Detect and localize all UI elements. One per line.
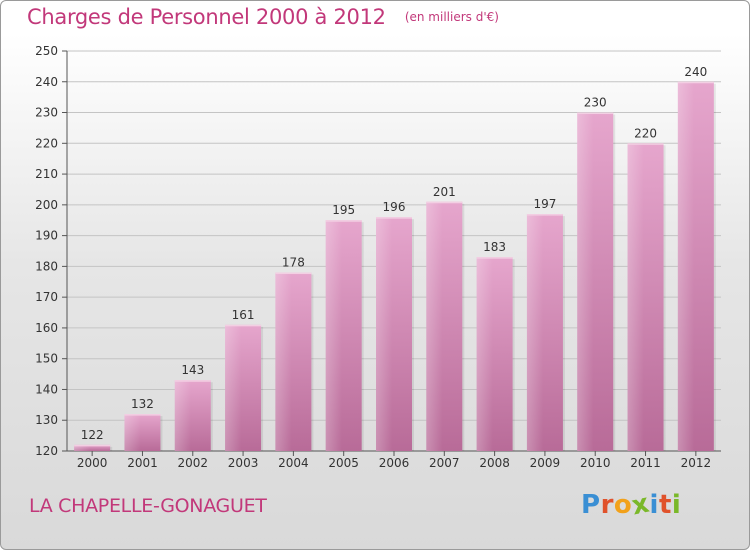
bar-top-edge-2008 [476,257,513,259]
x-tick-label-2002: 2002 [177,456,208,470]
data-label-2009: 197 [533,197,556,211]
data-label-2004: 178 [282,256,305,270]
y-tick-label: 220 [35,136,58,150]
y-tick-label: 140 [35,382,58,396]
bar-highlight-2007 [426,201,443,451]
bar-top-edge-2004 [275,272,312,275]
y-tick-label: 120 [35,444,58,458]
x-tick-label-2010: 2010 [580,456,611,470]
data-label-2007: 201 [433,185,456,199]
bar-top-edge-2010 [577,112,614,115]
bar-top-edge-2000 [74,444,111,447]
title-row: Charges de Personnel 2000 à 2012 (en mil… [27,5,499,29]
labels: 120 130 140 150 160 170 180 190 200 210 220 230 240 2… [35,44,711,470]
data-label-2005: 195 [332,203,355,217]
x-tick-label-2000: 2000 [77,456,108,470]
data-label-2000: 122 [81,428,104,442]
data-label-2008: 183 [483,240,506,254]
bar-top-edge-2006 [376,217,412,219]
bar-highlight-2011 [627,143,644,452]
bar-highlight-2009 [526,214,544,451]
data-label-2012: 240 [684,65,707,79]
bar-top-edge-2011 [627,143,664,145]
x-tick-label-2004: 2004 [278,456,309,470]
bar-top-edge-2002 [174,380,211,382]
bar-highlight-2002 [174,380,191,451]
data-label-2001: 132 [131,397,154,411]
logo-letter: r [600,490,614,520]
bar-highlight-2006 [376,217,393,451]
y-tick-label: 240 [35,75,58,89]
bar-top-edge-2007 [426,201,463,204]
bar-top-edge-2012 [677,81,714,84]
data-label-2006: 196 [383,200,406,214]
bar-top-edge-2003 [225,324,262,327]
y-tick-label: 150 [35,352,58,366]
x-tick-label-2005: 2005 [328,456,359,470]
x-tick-label-2001: 2001 [127,456,158,470]
y-tick-label: 170 [35,290,58,304]
logo-letter: o [613,490,633,520]
bar-highlight-2000 [74,444,91,451]
bar-top-edge-2001 [124,414,161,416]
bars [74,81,716,452]
logo-letter: i [649,490,659,520]
x-tick-label-2009: 2009 [530,456,561,470]
logo-letter: t [658,490,672,520]
data-label-2003: 161 [232,308,255,322]
bar-highlight-2010 [577,112,594,452]
data-label-2011: 220 [634,126,657,140]
logo-letter: P [581,490,601,520]
x-tick-label-2008: 2008 [479,456,510,470]
x-tick-label-2011: 2011 [630,456,661,470]
bar-highlight-2003 [225,324,242,451]
x-tick-label-2007: 2007 [429,456,460,470]
y-tick-label: 230 [35,106,58,120]
bar-highlight-2012 [677,81,695,452]
y-tick-label: 160 [35,321,58,335]
bar-highlight-2005 [325,220,342,451]
bar-top-edge-2005 [325,220,362,222]
y-tick-label: 210 [35,167,58,181]
bar-top-edge-2009 [526,214,563,216]
y-tick-label: 200 [35,198,58,212]
x-tick-label-2012: 2012 [681,456,712,470]
bar-highlight-2001 [124,414,141,451]
chart-unit-label: (en milliers d'€) [404,10,499,24]
y-tick-label: 180 [35,259,58,273]
y-tick-label: 130 [35,413,58,427]
x-tick-label-2006: 2006 [379,456,410,470]
chart-title: Charges de Personnel 2000 à 2012 [27,5,386,29]
data-label-2010: 230 [584,96,607,110]
data-label-2002: 143 [181,363,204,377]
bar-highlight-2008 [476,257,493,451]
y-tick-label: 250 [35,44,58,58]
logo-letter: i [671,490,682,520]
bar-highlight-2004 [275,272,292,451]
x-tick-label-2003: 2003 [228,456,259,470]
y-tick-label: 190 [35,229,58,243]
place-name: LA CHAPELLE-GONAGUET [29,495,267,517]
proxiti-logo: Proxiti [581,489,682,522]
bar-2000 [74,444,111,451]
